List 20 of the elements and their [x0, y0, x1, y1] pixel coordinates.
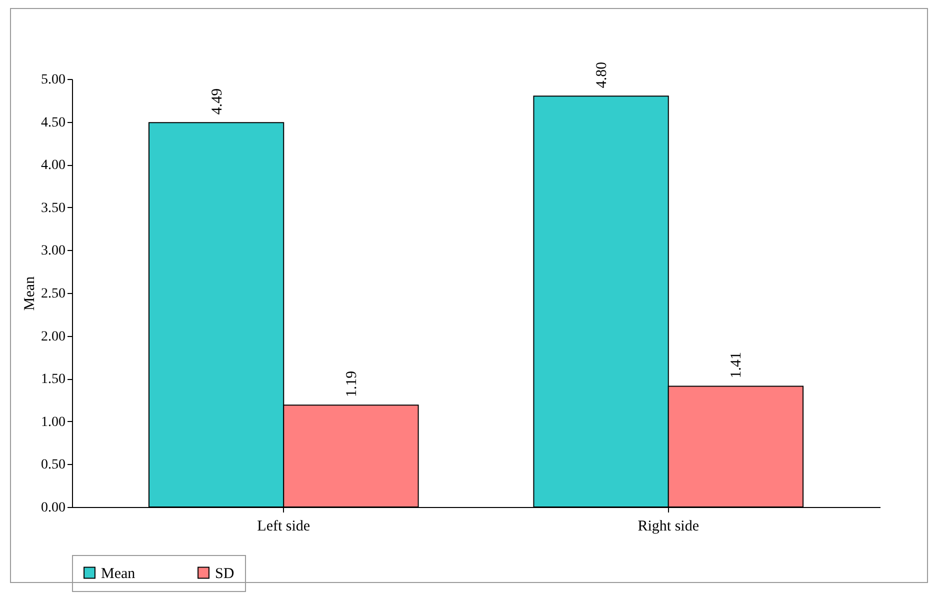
data-label: 1.19	[344, 370, 360, 398]
legend-label: Mean	[101, 566, 136, 582]
y-tick-label: 5.00	[41, 72, 66, 88]
x-tick-label: Left side	[257, 518, 310, 534]
y-tick-label: 1.00	[41, 414, 66, 430]
y-tick-label: 2.50	[41, 286, 66, 302]
y-tick-label: 4.50	[41, 115, 66, 130]
x-tick-label: Right side	[638, 518, 700, 534]
legend-label: SD	[215, 566, 234, 582]
data-label: 1.41	[728, 352, 745, 378]
y-axis-title: Mean	[22, 276, 38, 311]
y-tick-label: 2.00	[41, 329, 66, 344]
data-label: 4.49	[209, 88, 226, 115]
y-tick-label: 0.50	[41, 458, 66, 473]
y-tick-label: 0.00	[41, 500, 66, 516]
y-tick-label: 1.50	[41, 372, 66, 388]
y-tick-label: 3.00	[41, 244, 66, 259]
data-label: 4.80	[594, 62, 610, 88]
y-tick-label: 3.50	[41, 200, 66, 216]
y-tick-label: 4.00	[41, 158, 66, 174]
